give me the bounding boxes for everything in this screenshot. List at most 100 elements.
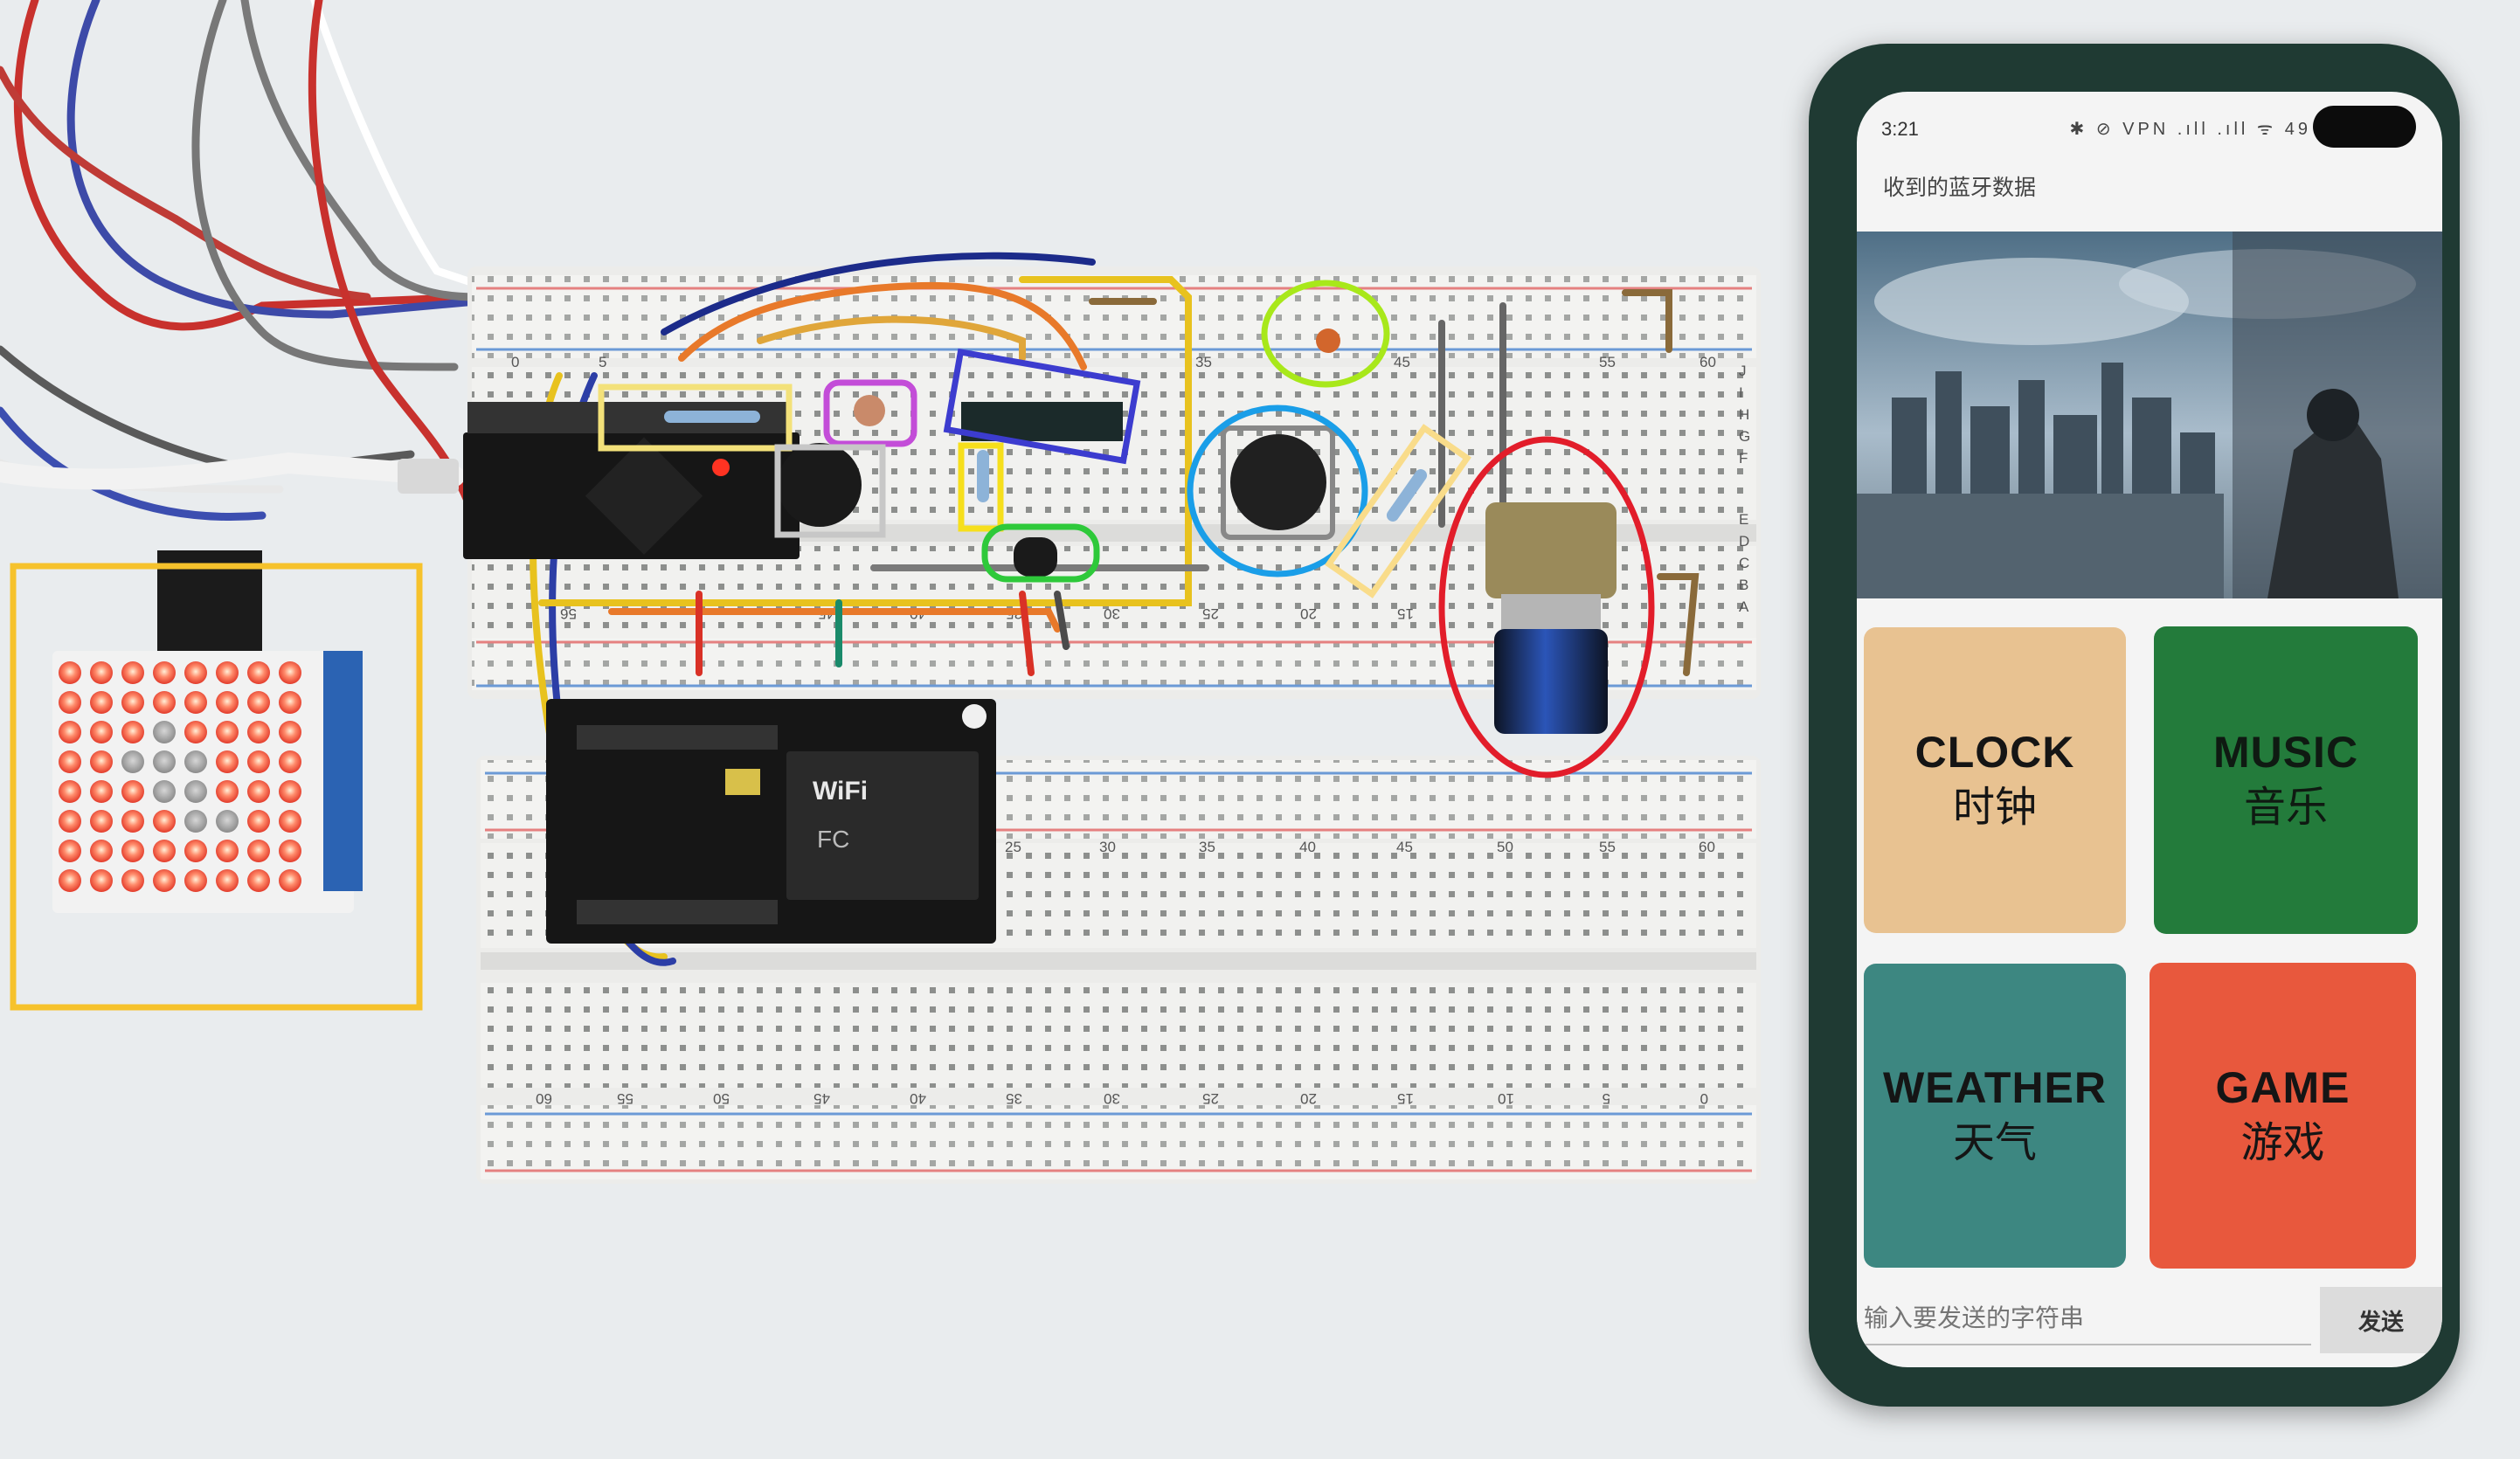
svg-text:50: 50: [1497, 839, 1513, 855]
game-tile-title: GAME: [2215, 1063, 2350, 1112]
music-tile-subtitle: 音乐: [2243, 785, 2328, 831]
led-dot: [216, 780, 239, 803]
led-dot: [247, 840, 270, 862]
led-dot: [184, 750, 207, 773]
svg-text:30: 30: [1099, 839, 1116, 855]
photoresistor: [854, 395, 885, 426]
buzzer: [778, 443, 862, 527]
led-dot: [184, 840, 207, 862]
led-dot: [247, 869, 270, 892]
led-dot: [59, 750, 81, 773]
svg-text:55: 55: [1599, 354, 1616, 370]
svg-text:45: 45: [813, 1090, 830, 1107]
svg-text:B: B: [1739, 577, 1748, 593]
led-dot: [121, 810, 144, 833]
matrix-connector: [157, 550, 262, 664]
led-dot: [216, 661, 239, 684]
led-dot: [216, 750, 239, 773]
led-matrix: [52, 651, 363, 913]
svg-text:10: 10: [1498, 1090, 1514, 1107]
svg-text:30: 30: [1104, 605, 1120, 622]
led-dot: [153, 869, 176, 892]
led-dot: [59, 691, 81, 714]
potentiometer: [1485, 502, 1617, 734]
led-dot: [184, 780, 207, 803]
svg-text:25: 25: [1005, 839, 1021, 855]
resistor-small: [977, 450, 989, 502]
led-dot: [279, 810, 301, 833]
svg-text:35: 35: [1006, 1090, 1022, 1107]
led-dot: [247, 810, 270, 833]
music-tile[interactable]: MUSIC 音乐: [2154, 626, 2418, 934]
svg-text:30: 30: [1104, 1090, 1120, 1107]
svg-text:25: 25: [1202, 605, 1219, 622]
resistor-top: [664, 411, 760, 423]
svg-text:35: 35: [1199, 839, 1215, 855]
led-dot: [153, 840, 176, 862]
svg-text:J: J: [1739, 363, 1747, 379]
led-dot: [153, 780, 176, 803]
svg-text:56: 56: [560, 605, 577, 622]
led-dot: [153, 721, 176, 743]
svg-text:H: H: [1739, 406, 1749, 423]
nodemcu-board: WiFi FC: [546, 699, 996, 944]
send-button[interactable]: 发送: [2320, 1287, 2442, 1353]
led-dot: [153, 750, 176, 773]
led-dot: [90, 750, 113, 773]
led-dot: [90, 780, 113, 803]
led-dot: [59, 869, 81, 892]
svg-text:25: 25: [1202, 1090, 1219, 1107]
svg-text:G: G: [1739, 428, 1750, 445]
led-dot: [184, 691, 207, 714]
weather-tile[interactable]: WEATHER 天气: [1864, 964, 2126, 1268]
push-button: [1230, 434, 1326, 530]
svg-text:50: 50: [713, 1090, 730, 1107]
led-dot: [121, 840, 144, 862]
led-dot: [279, 869, 301, 892]
svg-text:45: 45: [1394, 354, 1410, 370]
svg-text:D: D: [1739, 533, 1749, 550]
weather-tile-title: WEATHER: [1882, 1063, 2108, 1112]
led-dot: [121, 780, 144, 803]
led-dot: [184, 721, 207, 743]
clock-tile[interactable]: CLOCK 时钟: [1864, 627, 2126, 933]
led-dot: [121, 721, 144, 743]
led-dot: [247, 691, 270, 714]
led-dot: [247, 661, 270, 684]
clock-tile-subtitle: 时钟: [1952, 785, 2037, 831]
led-dot: [121, 750, 144, 773]
led-dot: [216, 869, 239, 892]
led-dot: [121, 691, 144, 714]
led-dot: [216, 840, 239, 862]
phone-screen: 3:21 ✱ ⊘ VPN .ıll .ıll ᯤ 49 收到的蓝牙数据: [1857, 92, 2442, 1367]
led-dot: [279, 661, 301, 684]
status-bar: 3:21 ✱ ⊘ VPN .ıll .ıll ᯤ 49: [1857, 92, 2442, 167]
led-dot: [59, 721, 81, 743]
clock-tile-title: CLOCK: [1914, 728, 2075, 777]
transistor: [1014, 537, 1057, 577]
svg-text:FC: FC: [817, 826, 849, 853]
usb-cable: [0, 452, 465, 490]
led-dot: [279, 750, 301, 773]
resistor-angled: [1386, 469, 1428, 522]
led-dot: [90, 840, 113, 862]
arduino-nano: [463, 402, 800, 559]
game-tile[interactable]: GAME 游戏: [2150, 963, 2416, 1269]
led-dot: [90, 721, 113, 743]
led-dot: [216, 691, 239, 714]
svg-text:20: 20: [1300, 605, 1317, 622]
svg-text:0: 0: [1700, 1090, 1708, 1107]
led-dot: [121, 661, 144, 684]
game-tile-subtitle: 游戏: [2240, 1120, 2325, 1166]
svg-text:0: 0: [511, 354, 519, 370]
message-input[interactable]: [1857, 1293, 2311, 1345]
led-dot: [247, 780, 270, 803]
capacitor: [1316, 328, 1340, 353]
led-dot: [279, 840, 301, 862]
svg-text:5: 5: [1603, 1090, 1610, 1107]
svg-text:15: 15: [1397, 605, 1414, 622]
svg-text:55: 55: [617, 1090, 633, 1107]
svg-text:55: 55: [1599, 839, 1616, 855]
led-dot: [59, 810, 81, 833]
svg-text:C: C: [1739, 555, 1749, 571]
